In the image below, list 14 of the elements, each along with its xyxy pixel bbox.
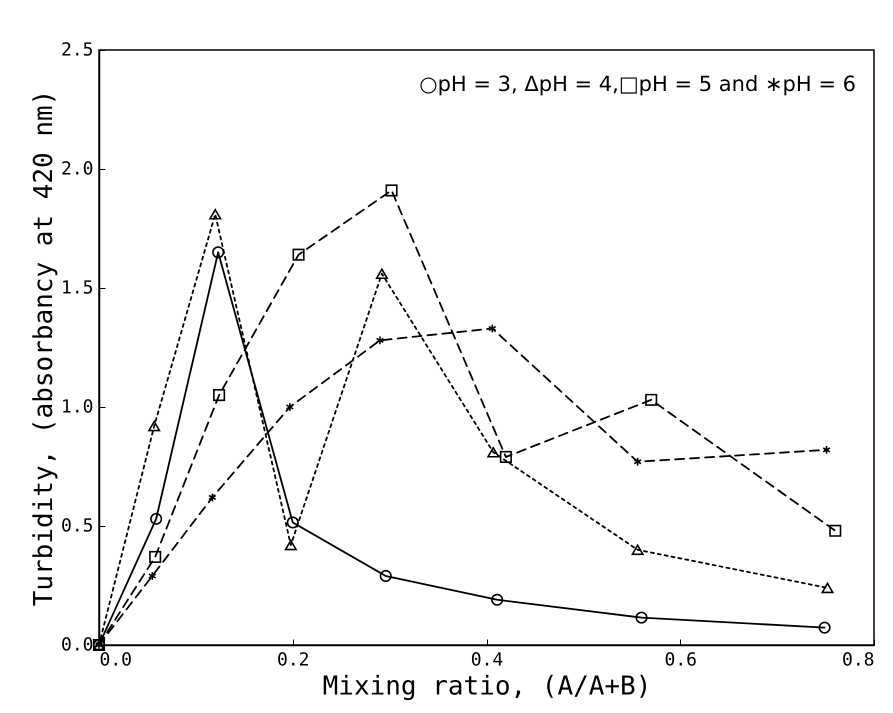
x-tick-label: 0.0 — [100, 650, 132, 670]
x-tick-label: 0.2 — [276, 650, 310, 670]
x-axis-title: Mixing ratio, (A/A+B) — [322, 672, 652, 702]
x-tick-label: 0.4 — [470, 650, 504, 670]
y-tick-label: 1.0 — [60, 396, 94, 418]
x-tick-label: 0.6 — [664, 650, 698, 670]
y-tick-label: 1.5 — [60, 278, 94, 298]
annotation: ○pH = 3, ΔpH = 4,□pH = 5 and ∗pH = 6 — [419, 72, 856, 96]
y-tick-label: 2.5 — [60, 40, 94, 60]
y-tick-label: 0.0 — [60, 634, 94, 656]
x-tick-label: 0.8 — [842, 650, 874, 670]
y-tick-label: 0.5 — [60, 516, 94, 536]
y-axis-title: Turbidity, (absorbancy at 420 nm) — [28, 90, 59, 606]
y-tick-label: 2.0 — [60, 158, 94, 180]
